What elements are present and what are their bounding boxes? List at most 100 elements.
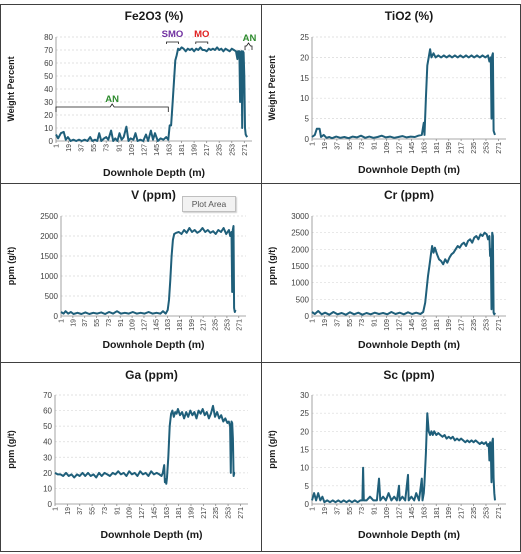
y-tick-label: 1500 [40,252,58,261]
y-tick-label: 2000 [291,245,309,254]
data-line [55,46,248,142]
data-line [311,231,496,316]
x-tick-label: 163 [421,142,428,154]
y-tick-label: 0 [305,500,310,509]
annotation-brace [166,41,179,44]
x-tick-label: 73 [104,144,111,152]
x-tick-label: 1 [310,319,317,323]
annotation-brace [195,41,209,44]
y-tick-label: 2000 [40,232,58,241]
x-tick-label: 163 [421,507,428,519]
y-tick-label: 20 [43,469,52,478]
y-tick-label: 70 [44,46,53,55]
x-tick-label: 1 [59,319,66,323]
x-tick-label: 253 [224,319,231,331]
chart-title: Cr (ppm) [384,188,434,202]
x-tick-label: 109 [384,507,391,519]
chart-fe2o3[interactable]: Fe2O3 (%) Downhole Depth (m) Weight Percen… [0,4,261,183]
chart-title: Sc (ppm) [383,368,434,382]
x-tick-label: 145 [154,144,161,156]
x-tick-label: 19 [66,144,73,152]
x-tick-label: 127 [396,507,403,519]
y-tick-label: 40 [43,438,52,447]
chart-title: Fe2O3 (%) [125,9,184,23]
x-tick-label: 199 [446,319,453,331]
y-tick-label: 30 [44,98,53,107]
x-axis-label: Downhole Depth (m) [358,339,460,351]
y-axis-label: ppm (g/t) [267,430,277,469]
chart-cr[interactable]: Cr (ppm) Downhole Depth (m) ppm (g/t) 0 500 1… [261,183,521,362]
x-tick-label: 163 [165,319,172,331]
y-axis-label: ppm (g/t) [6,247,16,286]
x-tick-label: 37 [77,507,84,515]
x-tick-label: 127 [141,319,148,331]
x-tick-label: 235 [217,144,224,156]
y-tick-label: 60 [43,407,52,416]
x-tick-label: 73 [102,507,109,515]
y-tick-label: 5 [305,482,310,491]
x-tick-label: 217 [201,319,208,331]
y-tick-label: 3000 [291,212,309,221]
y-tick-label: 15 [300,446,309,455]
x-tick-label: 19 [70,319,77,327]
x-tick-label: 55 [347,142,354,150]
y-tick-label: 2500 [291,229,309,238]
y-tick-label: 10 [300,94,309,103]
y-tick-label: 500 [45,292,59,301]
x-tick-label: 73 [359,319,366,327]
x-tick-label: 109 [130,319,137,331]
x-tick-label: 253 [483,142,490,154]
x-tick-label: 91 [114,507,121,515]
y-tick-label: 10 [300,464,309,473]
x-tick-label: 235 [213,507,220,519]
chart-tio2[interactable]: TiO2 (%) Downhole Depth (m) Weight Percent… [261,4,521,183]
x-tick-label: 37 [334,507,341,515]
x-tick-label: 127 [141,144,148,156]
x-tick-label: 199 [446,142,453,154]
y-tick-label: 10 [44,124,53,133]
x-tick-label: 163 [164,507,171,519]
y-tick-label: 20 [44,111,53,120]
y-tick-label: 30 [43,453,52,462]
x-tick-label: 145 [409,142,416,154]
y-tick-label: 80 [44,33,53,42]
x-tick-label: 253 [483,319,490,331]
x-tick-label: 55 [347,319,354,327]
x-tick-label: 109 [127,507,134,519]
y-tick-label: 0 [54,312,59,321]
chart-ga[interactable]: Ga (ppm) Downhole Depth (m) ppm (g/t) 0 10 20… [0,362,261,551]
x-tick-label: 145 [151,507,158,519]
data-line [311,48,496,140]
x-tick-label: 253 [483,507,490,519]
x-tick-label: 19 [322,142,329,150]
x-tick-label: 217 [459,142,466,154]
x-tick-label: 91 [372,142,379,150]
data-line [311,412,496,504]
x-tick-label: 1 [310,507,317,511]
x-tick-label: 55 [90,507,97,515]
x-tick-label: 73 [359,142,366,150]
x-tick-label: 235 [213,319,220,331]
annotation-label: AN [105,94,119,105]
y-tick-label: 0 [305,135,310,144]
x-tick-label: 19 [65,507,72,515]
x-tick-label: 109 [129,144,136,156]
y-tick-label: 15 [300,74,309,83]
x-tick-label: 163 [421,319,428,331]
plot-area-tooltip: Plot Area [182,196,236,212]
y-tick-label: 30 [300,391,309,400]
x-tick-label: 91 [116,144,123,152]
data-line [54,404,236,485]
y-tick-label: 5 [305,115,310,124]
chart-v[interactable]: V (ppm) Downhole Depth (m) ppm (g/t) 0 500 10… [0,183,261,362]
x-tick-label: 91 [372,319,379,327]
x-tick-label: 253 [226,507,233,519]
x-tick-label: 181 [176,507,183,519]
x-tick-label: 235 [471,507,478,519]
x-tick-label: 73 [106,319,113,327]
y-axis-label: ppm (g/t) [267,247,277,286]
chart-sc[interactable]: Sc (ppm) Downhole Depth (m) ppm (g/t) 0 5 10 1… [261,362,521,551]
x-tick-label: 199 [446,507,453,519]
x-tick-label: 1 [53,507,60,511]
x-tick-label: 109 [384,319,391,331]
